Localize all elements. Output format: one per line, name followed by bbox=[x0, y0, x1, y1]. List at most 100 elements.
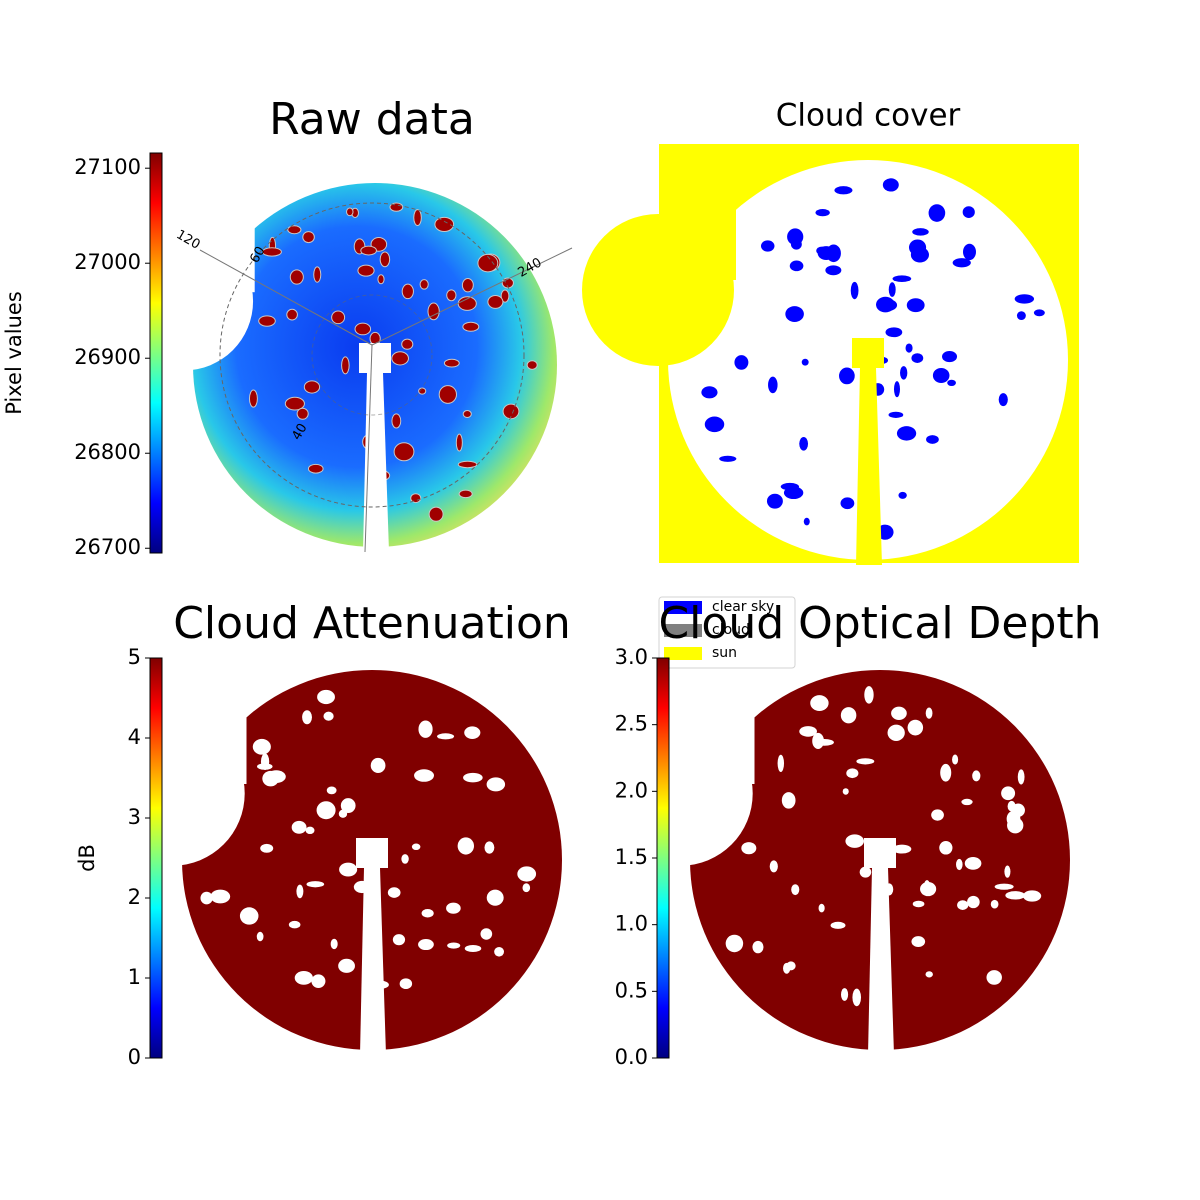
camera-arm bbox=[359, 343, 391, 373]
horizon-notch bbox=[688, 670, 755, 784]
cloud-patch bbox=[768, 376, 778, 394]
cloud-patch bbox=[477, 253, 499, 273]
cloud-patch bbox=[769, 860, 778, 873]
legend-swatch bbox=[664, 647, 702, 660]
cloud-patch bbox=[907, 719, 924, 736]
cloud-patch bbox=[302, 710, 312, 725]
cloud-patch bbox=[1004, 865, 1011, 878]
cloud-patch bbox=[925, 971, 933, 978]
horizon-notch bbox=[180, 670, 247, 784]
cloud-patch bbox=[961, 798, 973, 806]
cloud-patch bbox=[437, 733, 455, 740]
cloud-patch bbox=[427, 302, 440, 321]
cloud-patch bbox=[887, 724, 905, 741]
colorbar-tick-label: 27000 bbox=[74, 250, 141, 274]
cloud-patch bbox=[307, 463, 324, 474]
cloud-patch bbox=[898, 491, 907, 499]
camera-arm bbox=[852, 338, 884, 368]
cloud-patch bbox=[787, 228, 804, 246]
cloud-patch bbox=[856, 758, 875, 765]
cloud-patch bbox=[463, 772, 483, 783]
cloud-patch bbox=[391, 351, 409, 366]
cloud-patch bbox=[354, 322, 372, 336]
horizon-notch bbox=[666, 160, 736, 280]
panel-title: Raw data bbox=[269, 94, 475, 145]
cloud-patch bbox=[891, 706, 907, 720]
cloud-patch bbox=[957, 900, 969, 910]
legend-swatch bbox=[664, 624, 702, 637]
cloud-patch bbox=[200, 891, 213, 905]
cloud-patch bbox=[777, 754, 785, 773]
cloud-patch bbox=[338, 958, 355, 973]
cloud-patch bbox=[818, 903, 825, 913]
cloud-patch bbox=[840, 707, 857, 724]
cloud-patch bbox=[885, 327, 903, 338]
cloud-patch bbox=[401, 283, 414, 300]
cloud-patch bbox=[288, 920, 301, 929]
cloud-patch bbox=[258, 315, 276, 327]
cloud-patch bbox=[462, 410, 472, 418]
cloud-patch bbox=[284, 396, 305, 411]
cloud-patch bbox=[905, 343, 913, 353]
cloud-patch bbox=[986, 970, 1002, 985]
cloud-patch bbox=[393, 442, 415, 462]
camera-arm bbox=[868, 868, 894, 1055]
cloud-patch bbox=[789, 260, 804, 272]
cloud-patch bbox=[815, 209, 830, 217]
cloud-patch bbox=[893, 381, 901, 398]
cloud-patch bbox=[447, 942, 461, 949]
cloud-patch bbox=[752, 940, 764, 954]
cloud-patch bbox=[826, 244, 841, 263]
cloud-patch bbox=[967, 895, 980, 909]
colorbar-tick-label: 3 bbox=[128, 805, 141, 829]
cloud-patch bbox=[781, 792, 796, 809]
cloud-patch bbox=[370, 757, 386, 773]
cloud-patch bbox=[912, 900, 925, 908]
cloud-patch bbox=[785, 306, 804, 322]
cloud-patch bbox=[522, 883, 531, 893]
cloud-patch bbox=[464, 944, 482, 953]
cloud-patch bbox=[500, 289, 510, 303]
cloud-patch bbox=[963, 243, 976, 261]
cloud-patch bbox=[387, 887, 401, 898]
panel-title: Cloud Optical Depth bbox=[658, 598, 1101, 649]
cloud-patch bbox=[210, 889, 231, 904]
cloud-patch bbox=[791, 884, 800, 896]
colorbar-tick-label: 26900 bbox=[74, 345, 141, 369]
cloud-patch bbox=[1023, 890, 1042, 902]
cloud-patch bbox=[517, 866, 537, 882]
colorbar-label: Pixel values bbox=[2, 291, 26, 415]
cloud-patch bbox=[1016, 311, 1026, 321]
cloud-patch bbox=[925, 707, 933, 719]
colorbar-label: dB bbox=[75, 844, 99, 872]
legend-label: sun bbox=[712, 645, 737, 661]
cloud-patch bbox=[434, 216, 455, 233]
cloud-patch bbox=[438, 385, 457, 404]
cloud-patch bbox=[994, 883, 1014, 890]
colorbar-tick-label: 0.5 bbox=[615, 978, 648, 1002]
cloud-patch bbox=[940, 763, 952, 782]
cloud-patch bbox=[306, 881, 325, 888]
cloud-patch bbox=[414, 769, 434, 782]
cloud-patch bbox=[399, 978, 413, 990]
cloud-patch bbox=[952, 754, 959, 765]
cloud-patch bbox=[725, 934, 744, 953]
cloud-patch bbox=[760, 240, 775, 252]
cloud-patch bbox=[411, 843, 421, 851]
cloud-patch bbox=[1001, 786, 1016, 801]
cloud-patch bbox=[360, 245, 377, 256]
cloud-patch bbox=[990, 899, 999, 909]
cloud-patch bbox=[428, 506, 444, 522]
cloud-patch bbox=[888, 411, 904, 418]
cloud-patch bbox=[248, 389, 258, 408]
camera-arm bbox=[356, 838, 388, 868]
cloud-patch bbox=[260, 753, 270, 770]
colorbar-tick-label: 2.5 bbox=[615, 712, 648, 736]
cloud-patch bbox=[391, 413, 402, 429]
cloud-patch bbox=[928, 204, 946, 222]
cloud-patch bbox=[892, 275, 912, 283]
polar-label: 40 bbox=[289, 421, 310, 443]
colorbar-tick-label: 2 bbox=[128, 885, 141, 909]
sky-image bbox=[100, 670, 562, 1055]
sky-image bbox=[582, 160, 1068, 565]
